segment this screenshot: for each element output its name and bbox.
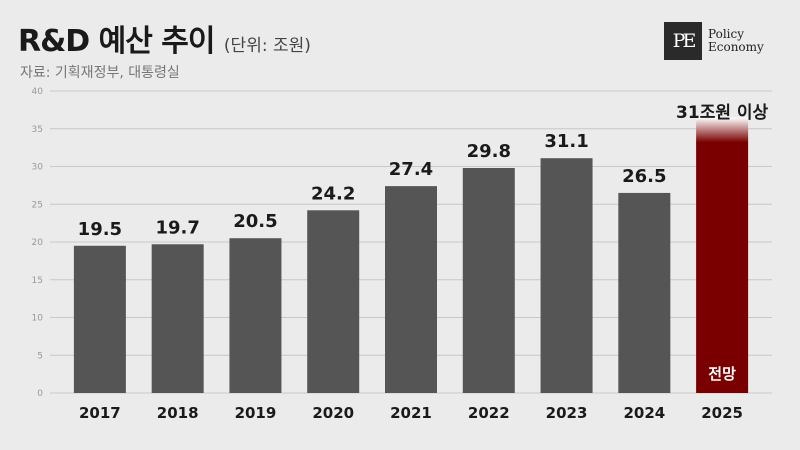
bar [385, 186, 437, 393]
bar [307, 210, 360, 393]
title-text: R&D 예산 추이 [18, 24, 215, 59]
x-tick-label: 2025 [701, 404, 743, 422]
source-note: 자료: 기획재정부, 대통령실 [20, 65, 180, 81]
unit-label: (단위: 조원) [223, 36, 311, 56]
y-tick-label: 25 [32, 200, 43, 210]
bar [618, 192, 671, 393]
data-label: 26.5 [622, 166, 666, 187]
logo-line1: Policy [708, 27, 744, 41]
data-label: 27.4 [389, 159, 433, 180]
y-tick-label: 10 [32, 314, 44, 324]
data-label: 29.8 [467, 141, 511, 162]
y-tick-label: 40 [32, 87, 44, 97]
logo-line2: Economy [708, 40, 764, 54]
logo-mark: PE [664, 22, 702, 60]
data-label: 31조원 이상 [676, 103, 768, 123]
logo-text: Policy Economy [708, 28, 764, 54]
data-label: 19.5 [78, 219, 122, 240]
x-tick-label: 2023 [546, 404, 588, 422]
data-label: 24.2 [311, 183, 355, 204]
bar [540, 158, 593, 393]
policy-economy-logo: PE Policy Economy [664, 20, 772, 62]
y-tick-label: 35 [32, 125, 43, 135]
bar [462, 168, 515, 393]
x-tick-label: 2019 [235, 404, 277, 422]
bar [151, 244, 204, 393]
forecast-bar [696, 117, 749, 394]
data-label: 20.5 [233, 211, 277, 232]
bar [229, 238, 282, 393]
chart-title: R&D 예산 추이 (단위: 조원) [18, 16, 311, 60]
y-tick-label: 30 [32, 163, 44, 173]
data-label: 31.1 [544, 131, 588, 152]
y-tick-label: 0 [37, 389, 43, 399]
x-tick-label: 2021 [390, 404, 432, 422]
y-tick-label: 20 [32, 238, 44, 248]
bar [73, 245, 126, 393]
x-tick-label: 2024 [623, 404, 665, 422]
y-tick-label: 5 [37, 351, 43, 361]
x-tick-label: 2018 [157, 404, 199, 422]
x-tick-label: 2020 [312, 404, 354, 422]
forecast-label: 전망 [708, 365, 736, 383]
y-tick-label: 15 [32, 276, 43, 286]
data-label: 19.7 [155, 217, 199, 238]
x-tick-label: 2017 [79, 404, 121, 422]
x-tick-label: 2022 [468, 404, 510, 422]
